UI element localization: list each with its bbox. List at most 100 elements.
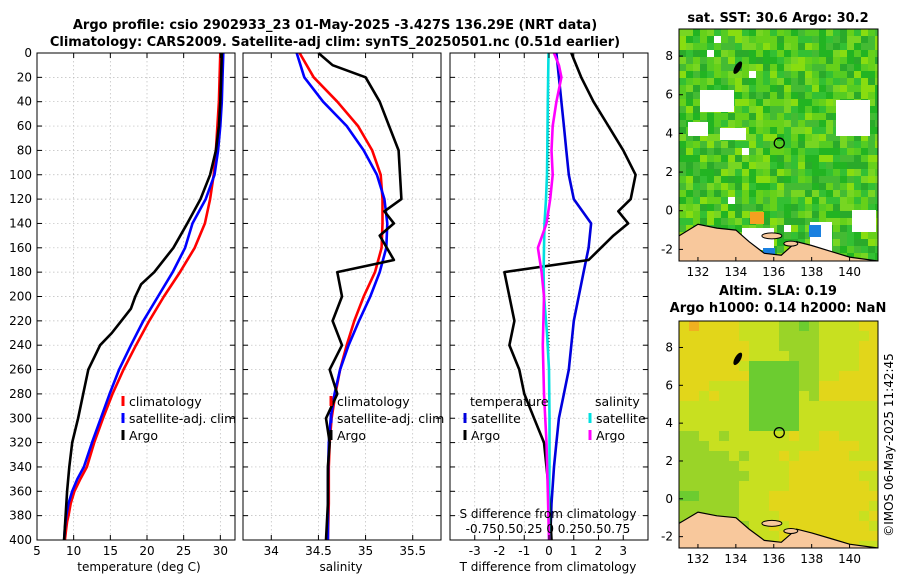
map-cell <box>709 441 719 451</box>
map-cell <box>868 99 875 106</box>
map-cell <box>686 113 693 120</box>
map-cell <box>700 78 707 85</box>
map-cell <box>756 190 763 197</box>
map-cell <box>875 197 878 204</box>
map-cell <box>739 431 749 441</box>
map-cell <box>770 120 777 127</box>
map-cell <box>798 92 805 99</box>
map-cell <box>812 197 819 204</box>
x-tick-label: 30 <box>213 544 228 558</box>
map-cell <box>679 197 686 204</box>
map-cell <box>809 341 819 351</box>
map-cell <box>693 183 700 190</box>
map-cell <box>819 471 829 481</box>
map-cell <box>721 190 728 197</box>
legend-label: Argo <box>471 428 500 443</box>
salinity-diff-ticks: -0.750.50.25 0 0.250.50.75 <box>466 522 631 536</box>
map-cell <box>805 176 812 183</box>
map-cell <box>686 197 693 204</box>
map-cell <box>735 197 742 204</box>
map-cell <box>714 57 721 64</box>
cloud-gap <box>700 90 734 112</box>
map-cell <box>847 218 854 225</box>
map-cell <box>719 491 729 501</box>
map-cell <box>799 471 809 481</box>
map-cell <box>799 321 809 331</box>
map-cell <box>840 162 847 169</box>
map-cell <box>770 211 777 218</box>
map-cell <box>763 92 770 99</box>
map-cell <box>721 71 728 78</box>
map-x-tick-label: 136 <box>762 265 785 279</box>
map-cell <box>763 57 770 64</box>
map-cell <box>784 36 791 43</box>
map-cell <box>709 331 719 341</box>
map-cell <box>759 451 769 461</box>
series-line-argo <box>317 52 403 541</box>
map-cell <box>735 225 742 232</box>
map-cell <box>686 162 693 169</box>
map-cell <box>784 92 791 99</box>
map-cell <box>839 341 849 351</box>
map-cell <box>849 471 859 481</box>
map-cell <box>719 441 729 451</box>
map-cell <box>784 148 791 155</box>
map-cell <box>784 113 791 120</box>
map-cell <box>819 371 829 381</box>
map-cell <box>859 411 869 421</box>
map-cell <box>679 341 689 351</box>
map-cell <box>869 521 878 531</box>
map-cell <box>840 225 847 232</box>
map-cell <box>875 134 878 141</box>
map-cell <box>779 471 789 481</box>
map-cell <box>784 169 791 176</box>
map-cell <box>826 43 833 50</box>
map-cell <box>679 71 686 78</box>
map-cell <box>847 64 854 71</box>
map-y-tick-label: 8 <box>665 49 673 63</box>
map-cell <box>742 176 749 183</box>
map-cell <box>819 431 829 441</box>
map-cell <box>789 491 799 501</box>
map-cell <box>679 176 686 183</box>
map-cell <box>839 491 849 501</box>
map-cell <box>739 471 749 481</box>
y-tick-label: 60 <box>17 119 32 133</box>
map-cell <box>686 155 693 162</box>
map-cell <box>770 50 777 57</box>
map-cell <box>769 451 779 461</box>
map-cell <box>789 501 799 511</box>
map-cell <box>819 155 826 162</box>
map-cell <box>759 361 769 371</box>
map-cell <box>819 134 826 141</box>
map-cell <box>868 155 875 162</box>
map-cell <box>759 501 769 511</box>
map-cell <box>779 501 789 511</box>
map-cell <box>763 197 770 204</box>
map-cell <box>679 127 686 134</box>
map-cell <box>875 29 878 36</box>
map-cell <box>875 225 878 232</box>
map-cell <box>763 155 770 162</box>
map-cell <box>721 183 728 190</box>
map-cell <box>721 148 728 155</box>
map-cell <box>742 29 749 36</box>
map-cell <box>756 127 763 134</box>
map-cell <box>756 29 763 36</box>
map-cell <box>729 341 739 351</box>
map-cell <box>777 57 784 64</box>
map-cell <box>833 155 840 162</box>
map-cell <box>819 361 829 371</box>
map-cell <box>700 113 707 120</box>
map-cell <box>759 411 769 421</box>
map-cell <box>868 113 875 120</box>
map-cell <box>784 176 791 183</box>
map-cell <box>763 190 770 197</box>
map-cell <box>805 211 812 218</box>
map-cell <box>833 64 840 71</box>
y-tick-label: 240 <box>9 338 32 352</box>
map-cell <box>769 481 779 491</box>
map-cell <box>849 511 859 521</box>
map-cell <box>756 85 763 92</box>
map-cell <box>759 461 769 471</box>
